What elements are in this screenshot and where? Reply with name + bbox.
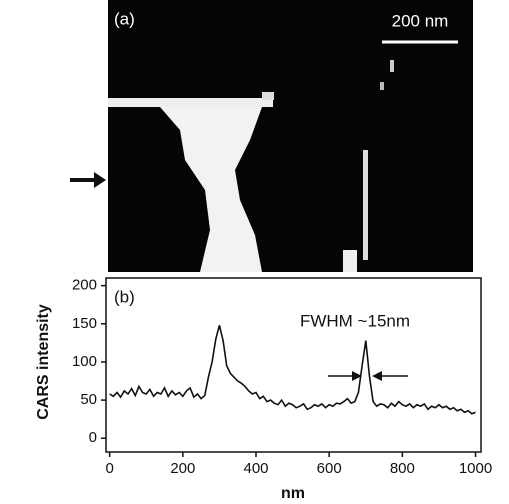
fwhm-arrow-head: [372, 371, 382, 381]
image-feature: [363, 150, 368, 260]
image-feature: [160, 107, 262, 272]
panel-label: (a): [114, 9, 135, 28]
y-tick-label: 200: [72, 277, 97, 294]
panel-label: (b): [114, 287, 135, 306]
x-tick-label: 200: [170, 460, 195, 477]
image-feature: [343, 250, 357, 272]
scale-bar-label: 200 nm: [392, 11, 449, 30]
data-line: [109, 325, 476, 415]
image-panel: (a) 200 nm: [70, 0, 473, 272]
image-feature: [380, 82, 384, 90]
image-background: [108, 0, 473, 272]
image-feature: [390, 60, 394, 72]
fwhm-arrow-head: [352, 371, 362, 381]
y-axis-label: CARS intensity: [35, 304, 52, 420]
x-tick-label: 800: [390, 460, 415, 477]
x-tick-label: 400: [243, 460, 268, 477]
image-feature: [262, 92, 274, 100]
pointer-arrow-head: [94, 172, 106, 188]
plot-frame: [105, 277, 482, 453]
image-feature: [108, 98, 273, 107]
y-tick-label: 150: [72, 315, 97, 332]
x-axis-label: nm: [281, 485, 305, 502]
annotation: FWHM ~15nm: [300, 311, 410, 330]
x-tick-label: 600: [317, 460, 342, 477]
line-chart: (b) FWHM ~15nm nm CARS intensity 0 200 400…: [35, 277, 492, 503]
y-tick-label: 100: [72, 353, 97, 370]
y-tick-label: 50: [80, 391, 97, 408]
x-tick-label: 1000: [459, 460, 492, 477]
y-tick-label: 0: [89, 429, 97, 446]
x-tick-label: 0: [105, 460, 113, 477]
